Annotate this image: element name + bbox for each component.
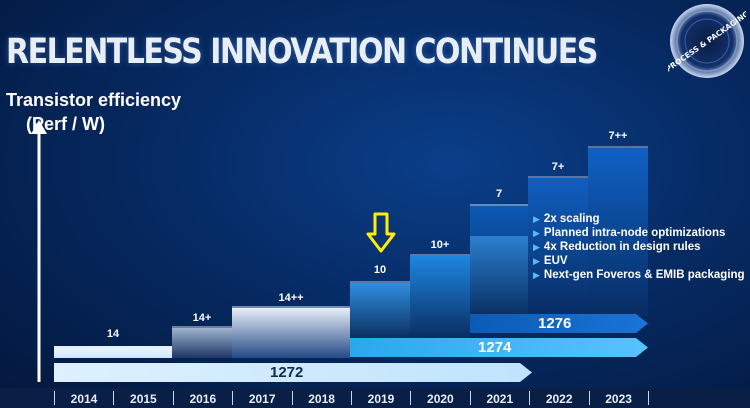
year-tick [351, 391, 352, 405]
year-tick [529, 391, 531, 405]
node-step-10p [410, 254, 470, 338]
y-axis-label: Transistor efficiency (Perf / W) [6, 88, 181, 136]
year-label: 2018 [308, 392, 335, 406]
process-bar-1272: 1272 [54, 363, 532, 382]
node-step-7pp [588, 146, 648, 316]
node-step-label: 7++ [608, 130, 628, 142]
triangle-bullet-icon: ▶ [533, 228, 540, 238]
node-step-label: 14++ [278, 292, 304, 304]
process-bar-1276: 1276 [470, 314, 648, 333]
year-label: 2015 [130, 392, 157, 406]
year-tick [291, 391, 293, 405]
process-bar-label: 1274 [478, 339, 512, 356]
highlight-down-arrow-icon [366, 212, 396, 253]
year-tick [172, 391, 174, 405]
year-label: 2014 [70, 392, 98, 406]
year-label: 2021 [486, 392, 514, 406]
process-bar-1274: 1274 [350, 338, 648, 357]
year-tick [410, 391, 412, 405]
y-axis-label-line1: Transistor efficiency [6, 90, 182, 110]
year-label: 2019 [367, 392, 395, 406]
node-step-14pp [232, 306, 350, 358]
y-axis-label-line2: (Perf / W) [26, 114, 105, 134]
node-step-10 [350, 281, 410, 338]
list-item: ▶ Next-gen Foveros & EMIB packaging [533, 269, 745, 281]
list-item: ▶ EUV [533, 255, 568, 267]
process-packaging-badge: PROCESS & PACKAGING [668, 4, 746, 78]
node-step-label: 10+ [430, 239, 450, 251]
y-axis-arrow [31, 120, 47, 382]
node-step-14p [172, 326, 232, 358]
year-label: 2017 [248, 392, 276, 406]
list-item: ▶ 4x Reduction in design rules [533, 241, 701, 253]
year-label: 2022 [545, 392, 573, 406]
year-tick [648, 391, 649, 405]
list-item: ▶ 2x scaling [533, 213, 600, 225]
year-label: 2023 [605, 392, 632, 406]
feature-list: ▶ 2x scaling ▶ Planned intra-node optimiza… [533, 212, 745, 282]
year-tick [469, 391, 471, 405]
year-tick [232, 391, 234, 405]
node-step-label: 7+ [551, 161, 565, 173]
node-step-label: 14 [106, 328, 120, 340]
year-label: 2020 [427, 392, 454, 406]
node-step-14 [54, 346, 172, 358]
node-step-10pp [470, 234, 528, 316]
triangle-bullet-icon: ▶ [533, 270, 540, 280]
node-step-label: 10 [373, 264, 387, 276]
year-tick [588, 391, 590, 405]
triangle-bullet-icon: ▶ [533, 214, 540, 224]
process-bar-label: 1276 [538, 315, 572, 332]
list-item: ▶ Planned intra-node optimizations [533, 227, 726, 239]
year-axis [0, 388, 750, 408]
node-step-7 [470, 204, 528, 236]
process-bar-label: 1272 [270, 364, 304, 381]
page-title: RELENTLESS INNOVATION CONTINUES [6, 32, 598, 73]
node-step-label: 14+ [192, 312, 212, 324]
year-tick [54, 391, 55, 405]
year-label: 2016 [189, 392, 217, 406]
triangle-bullet-icon: ▶ [533, 242, 540, 252]
node-step-7p [528, 176, 588, 316]
node-step-label: 7 [495, 188, 503, 200]
triangle-bullet-icon: ▶ [533, 256, 540, 266]
year-tick [113, 391, 115, 405]
